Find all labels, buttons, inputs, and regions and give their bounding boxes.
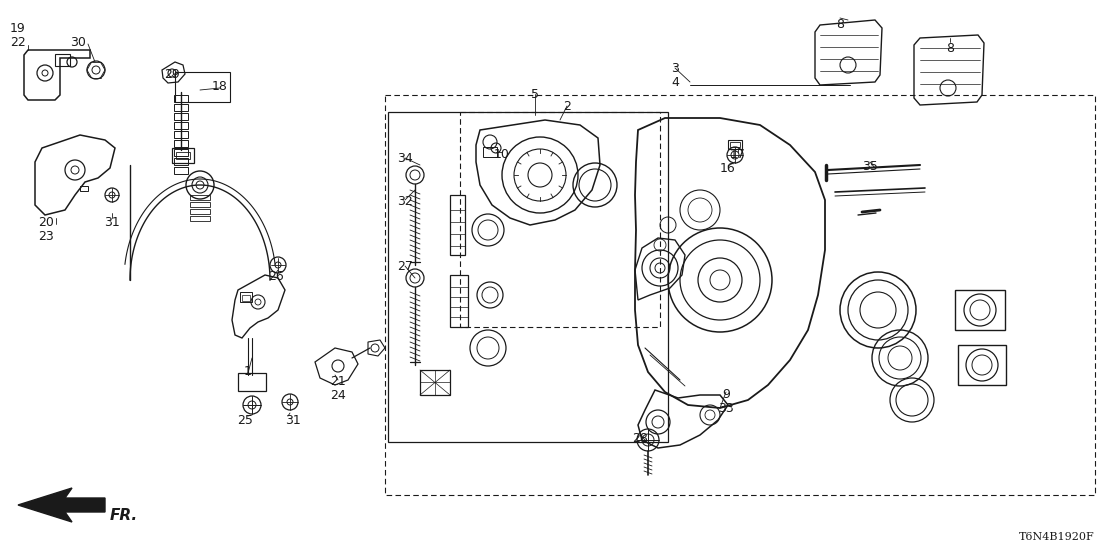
Bar <box>955 290 1005 330</box>
Bar <box>80 186 88 191</box>
Text: 34: 34 <box>397 152 413 165</box>
Bar <box>240 292 252 302</box>
Text: 35: 35 <box>862 160 878 173</box>
Bar <box>174 113 188 120</box>
Bar <box>174 131 188 138</box>
Bar <box>174 158 188 165</box>
Bar <box>730 142 740 147</box>
Bar <box>728 140 742 149</box>
Bar <box>174 149 188 156</box>
Text: FR.: FR. <box>110 509 138 524</box>
Text: 23: 23 <box>38 230 54 243</box>
Text: 4: 4 <box>671 76 679 89</box>
Bar <box>483 147 497 157</box>
Text: 5: 5 <box>531 88 538 101</box>
Text: 10: 10 <box>494 148 510 161</box>
Text: 26: 26 <box>268 270 284 283</box>
Text: 2: 2 <box>563 100 571 113</box>
Bar <box>189 195 211 200</box>
Text: 17: 17 <box>730 148 746 161</box>
Bar <box>176 152 189 159</box>
Text: 25: 25 <box>237 414 253 427</box>
Text: 27: 27 <box>397 260 413 273</box>
Bar <box>450 275 468 327</box>
Bar <box>175 72 230 102</box>
Bar <box>172 148 194 163</box>
Text: 8: 8 <box>946 42 954 55</box>
Bar <box>238 373 266 391</box>
Text: 9: 9 <box>722 388 730 401</box>
Bar <box>55 54 70 66</box>
Text: 18: 18 <box>212 80 228 93</box>
Text: 20: 20 <box>38 216 54 229</box>
Text: 21: 21 <box>330 375 346 388</box>
Text: 33: 33 <box>718 402 733 415</box>
Bar <box>450 195 465 255</box>
Bar <box>958 345 1006 385</box>
Text: 8: 8 <box>837 18 844 31</box>
Bar <box>174 140 188 147</box>
Text: 22: 22 <box>10 36 25 49</box>
Bar <box>174 104 188 111</box>
Bar <box>174 95 188 102</box>
Bar <box>384 95 1095 495</box>
Text: T6N4B1920F: T6N4B1920F <box>1019 532 1095 542</box>
Text: 1: 1 <box>244 365 252 378</box>
Text: 30: 30 <box>70 36 86 49</box>
Text: 19: 19 <box>10 22 25 35</box>
Text: 16: 16 <box>720 162 736 175</box>
Text: 3: 3 <box>671 62 679 75</box>
Bar <box>189 216 211 221</box>
Text: 29: 29 <box>164 68 179 81</box>
Bar <box>420 370 450 395</box>
Bar <box>189 202 211 207</box>
Text: 31: 31 <box>285 414 301 427</box>
Text: 32: 32 <box>397 195 413 208</box>
Bar <box>174 122 188 129</box>
Text: 28: 28 <box>632 432 648 445</box>
Bar <box>388 112 668 442</box>
Bar <box>189 209 211 214</box>
Bar <box>460 112 660 327</box>
Text: 24: 24 <box>330 389 346 402</box>
Bar <box>174 167 188 174</box>
Text: 31: 31 <box>104 216 120 229</box>
Bar <box>242 295 250 301</box>
Polygon shape <box>18 488 105 522</box>
